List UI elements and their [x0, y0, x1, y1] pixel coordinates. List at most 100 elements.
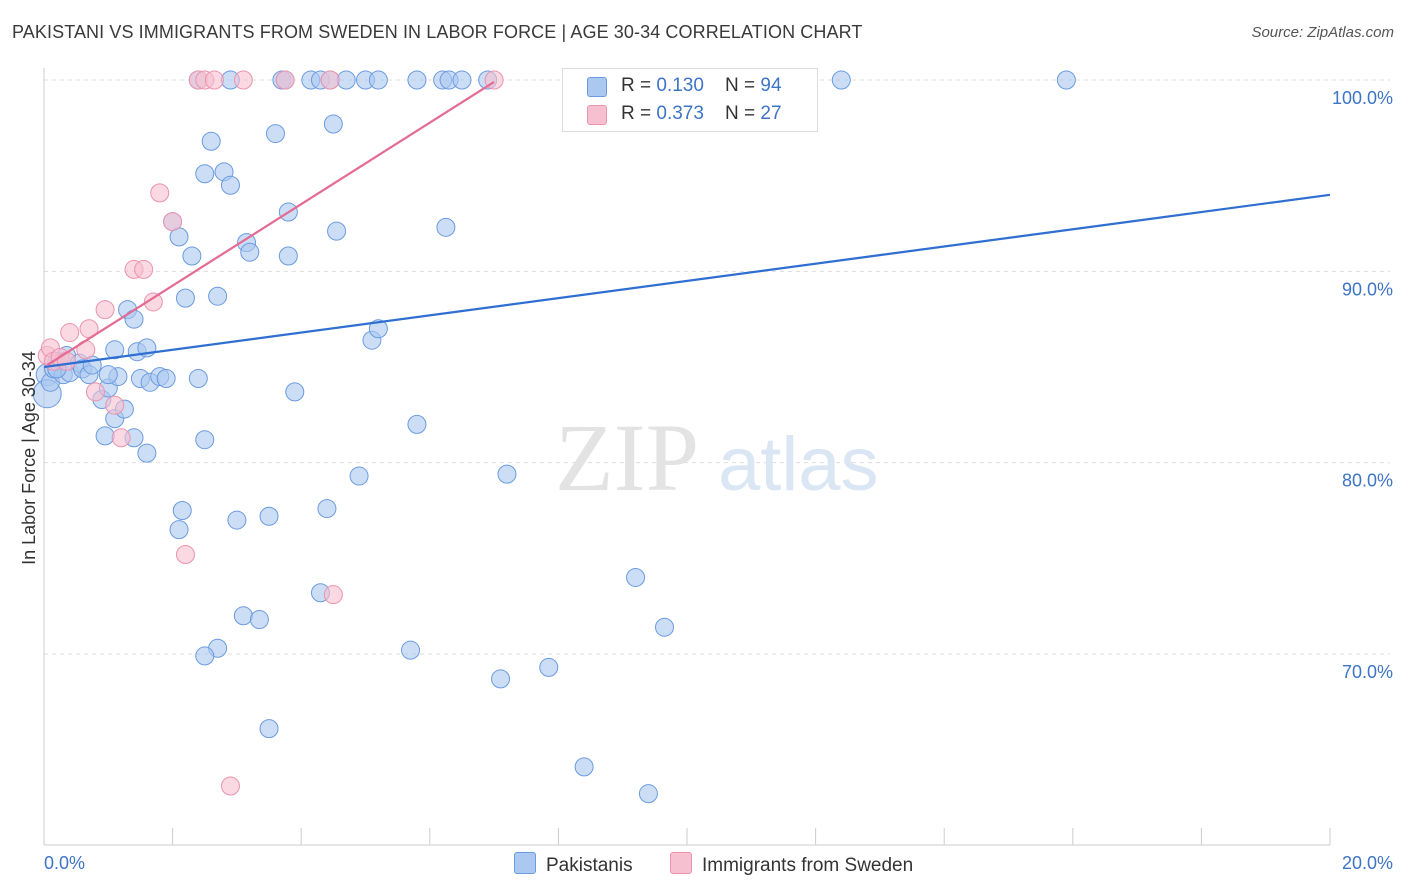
- sweden-trendline: [46, 80, 495, 367]
- sweden-point: [323, 585, 343, 605]
- pakistani-point: [368, 319, 388, 339]
- sweden-point: [150, 183, 170, 203]
- legend-n-value: 27: [760, 103, 782, 124]
- sweden-point: [85, 382, 105, 402]
- pakistani-point: [105, 340, 125, 360]
- pakistani-point: [626, 567, 646, 587]
- pakistani-point: [497, 464, 517, 484]
- watermark: ZIP atlas: [555, 404, 879, 511]
- pakistani-point: [336, 70, 356, 90]
- pakistani-point: [175, 288, 195, 308]
- legend-swatch-blue: [587, 77, 607, 97]
- sweden-point: [175, 545, 195, 565]
- pakistani-point: [265, 124, 285, 144]
- watermark-atlas: atlas: [718, 422, 879, 507]
- pakistani-point: [208, 286, 228, 306]
- pakistani-point: [452, 70, 472, 90]
- tick-labels: 100.0% 90.0% 80.0% 70.0% 0.0% 20.0%: [44, 88, 1393, 873]
- pakistani-point: [278, 246, 298, 266]
- pakistani-point: [349, 466, 369, 486]
- pakistani-point: [491, 669, 511, 689]
- pakistani-point: [249, 610, 269, 630]
- pakistanis-points: [32, 70, 1076, 804]
- sweden-point: [57, 351, 77, 371]
- sweden-point: [275, 70, 295, 90]
- pakistani-point: [407, 414, 427, 434]
- pakistani-point: [227, 510, 247, 530]
- bottom-legend-swatch-pink: [670, 852, 692, 874]
- sweden-point: [111, 428, 131, 448]
- pakistani-point: [156, 368, 176, 388]
- pakistani-point: [259, 506, 279, 526]
- x-tick-label: 20.0%: [1342, 853, 1393, 873]
- pakistani-point: [137, 443, 157, 463]
- legend-swatch-pink: [587, 105, 607, 125]
- pakistani-point: [195, 646, 215, 666]
- y-tick-label: 80.0%: [1342, 471, 1393, 491]
- pakistanis-trendline: [43, 193, 1331, 369]
- legend-r-label: R =: [621, 75, 657, 96]
- pakistani-point: [327, 221, 347, 241]
- pakistani-point: [368, 70, 388, 90]
- pakistani-point: [317, 499, 337, 519]
- sweden-point: [163, 212, 183, 232]
- pakistani-point: [401, 640, 421, 660]
- y-tick-label: 70.0%: [1342, 662, 1393, 682]
- y-tick-label: 90.0%: [1342, 279, 1393, 299]
- x-tick-label: 0.0%: [44, 853, 85, 873]
- y-tick-label: 100.0%: [1332, 88, 1393, 108]
- watermark-zip: ZIP: [555, 404, 699, 511]
- legend-box: R = 0.130 N = 94 R = 0.373 N = 27: [562, 68, 818, 132]
- pakistani-point: [285, 382, 305, 402]
- trendlines: [43, 80, 1331, 369]
- pakistani-point: [436, 217, 456, 237]
- pakistani-point: [195, 430, 215, 450]
- pakistani-point: [182, 246, 202, 266]
- legend-r-label: R =: [621, 103, 657, 124]
- pakistani-point: [1056, 70, 1076, 90]
- y-axis-label: In Labor Force | Age 30-34: [19, 351, 39, 565]
- pakistani-point: [323, 114, 343, 134]
- bottom-legend-pakistanis: Pakistanis: [514, 852, 633, 877]
- sweden-points: [37, 70, 504, 796]
- sweden-point: [320, 70, 340, 90]
- legend-n-label: N =: [725, 75, 761, 96]
- sweden-point: [204, 70, 224, 90]
- pakistani-point: [407, 70, 427, 90]
- pakistani-point: [654, 617, 674, 637]
- pakistani-point: [201, 131, 221, 151]
- pakistani-point: [188, 368, 208, 388]
- bottom-legend-label-sweden: Immigrants from Sweden: [702, 855, 914, 876]
- legend-r-value: 0.373: [656, 103, 704, 124]
- pakistani-point: [638, 784, 658, 804]
- sweden-point: [233, 70, 253, 90]
- sweden-point: [95, 300, 115, 320]
- chart-title: PAKISTANI VS IMMIGRANTS FROM SWEDEN IN L…: [12, 22, 863, 42]
- bottom-legend-sweden: Immigrants from Sweden: [670, 852, 913, 877]
- pakistani-point: [539, 657, 559, 677]
- pakistani-point: [574, 757, 594, 777]
- sweden-point: [220, 776, 240, 796]
- legend-r-value: 0.130: [656, 75, 704, 96]
- source-credit: Source: ZipAtlas.com: [1251, 24, 1394, 41]
- pakistani-point: [172, 501, 192, 520]
- sweden-point: [105, 395, 125, 415]
- pakistani-point: [240, 242, 260, 262]
- gridlines: [44, 79, 1390, 655]
- pakistani-point: [98, 365, 118, 385]
- pakistani-point: [259, 719, 279, 739]
- sweden-point: [60, 323, 80, 343]
- legend-n-label: N =: [725, 103, 761, 124]
- pakistani-point: [169, 520, 189, 540]
- pakistani-point: [233, 606, 253, 626]
- bottom-legend-swatch-blue: [514, 852, 536, 874]
- sweden-point: [143, 292, 163, 312]
- pakistani-point: [220, 175, 240, 195]
- pakistani-point: [95, 426, 115, 446]
- pakistani-point: [195, 164, 215, 184]
- sweden-point: [134, 259, 154, 279]
- legend-n-value: 94: [760, 75, 782, 96]
- axes: [43, 68, 1331, 846]
- pakistani-point: [831, 70, 851, 90]
